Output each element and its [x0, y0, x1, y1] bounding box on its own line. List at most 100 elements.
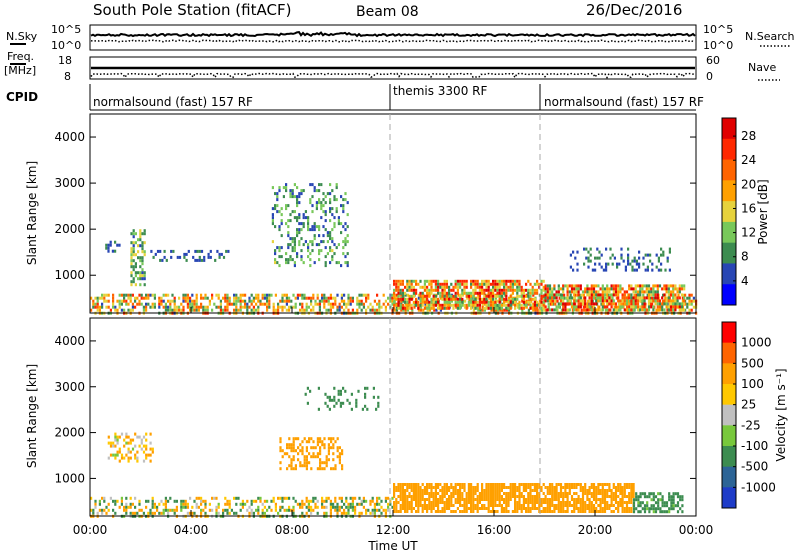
heatmap-cell — [437, 291, 440, 295]
heatmap-cell — [601, 510, 604, 513]
heatmap-cell — [621, 507, 624, 510]
x-tick-label: 00:00 — [73, 523, 108, 537]
heatmap-cell — [410, 495, 413, 498]
heatmap-cell — [669, 290, 673, 294]
heatmap-cell — [456, 492, 459, 495]
heatmap-cell — [189, 496, 192, 500]
heatmap-cell — [661, 305, 664, 309]
heatmap-cell — [496, 495, 499, 498]
heatmap-cell — [118, 302, 121, 306]
heatmap-cell — [319, 461, 322, 465]
heatmap-cell — [569, 293, 572, 297]
heatmap-cell — [184, 502, 187, 506]
heatmap-cell — [595, 293, 598, 297]
heatmap-cell — [301, 296, 304, 300]
heatmap-cell — [459, 489, 462, 492]
heatmap-cell — [599, 489, 602, 492]
heatmap-cell — [294, 302, 297, 306]
heatmap-cell — [665, 284, 668, 288]
heatmap-cell — [333, 216, 336, 220]
heatmap-cell — [208, 508, 211, 512]
heatmap-cell — [518, 282, 521, 286]
heatmap-cell — [581, 290, 585, 294]
heatmap-cell — [605, 268, 608, 272]
heatmap-cell — [198, 258, 201, 262]
heatmap-cell — [557, 501, 560, 504]
heatmap-cell — [628, 308, 631, 312]
heatmap-cell — [467, 489, 470, 492]
heatmap-cell — [130, 247, 133, 251]
heatmap-cell — [459, 294, 462, 298]
heatmap-cell — [568, 489, 571, 492]
freq-tick-bottom: 8 — [64, 70, 71, 83]
heatmap-cell — [476, 489, 479, 492]
heatmap-cell — [483, 288, 486, 292]
heatmap-cell — [331, 240, 334, 244]
heatmap-cell — [120, 432, 124, 436]
heatmap-cell — [290, 299, 293, 303]
heatmap-cell — [340, 264, 343, 268]
heatmap-cell — [518, 492, 521, 495]
heatmap-cell — [606, 287, 609, 291]
heatmap-cell — [182, 296, 185, 300]
heatmap-cell — [529, 483, 532, 486]
heatmap-cell — [544, 507, 547, 510]
heatmap-cell — [417, 498, 420, 501]
heatmap-cell — [481, 302, 484, 306]
heatmap-cell — [415, 504, 418, 507]
heatmap-cell — [612, 483, 615, 486]
heatmap-cell — [434, 492, 437, 495]
heatmap-cell — [321, 502, 324, 506]
heatmap-cell — [312, 305, 315, 309]
heatmap-cell — [636, 302, 640, 306]
heatmap-cell — [548, 498, 552, 501]
heatmap-cell — [496, 486, 499, 489]
heatmap-cell — [531, 285, 534, 289]
heatmap-cell — [313, 228, 316, 232]
heatmap-cell — [393, 501, 396, 504]
heatmap-cell — [546, 287, 549, 291]
heatmap-cell — [625, 486, 629, 489]
heatmap-cell — [315, 207, 318, 211]
heatmap-cell — [335, 401, 338, 405]
heatmap-cell — [494, 492, 497, 495]
heatmap-cell — [305, 446, 308, 450]
heatmap-cell — [395, 297, 398, 301]
heatmap-cell — [428, 501, 431, 504]
heatmap-cell — [600, 253, 603, 257]
heatmap-cell — [412, 285, 415, 289]
power-ylabel: Slant Range [km] — [25, 161, 39, 265]
heatmap-cell — [116, 435, 119, 439]
heatmap-cell — [620, 256, 623, 260]
heatmap-cell — [266, 508, 269, 512]
heatmap-cell — [278, 255, 281, 259]
heatmap-cell — [332, 305, 335, 309]
heatmap-cell — [423, 492, 426, 495]
heatmap-cell — [401, 504, 404, 507]
heatmap-cell — [663, 302, 666, 306]
heatmap-cell — [127, 435, 130, 439]
heatmap-cell — [149, 432, 152, 436]
heatmap-cell — [303, 458, 306, 462]
heatmap-cell — [557, 293, 560, 297]
heatmap-cell — [107, 243, 110, 247]
heatmap-cell — [478, 492, 481, 495]
heatmap-cell — [162, 305, 165, 309]
heatmap-cell — [590, 287, 593, 291]
heatmap-cell — [193, 308, 196, 312]
heatmap-cell — [324, 210, 327, 214]
heatmap-cell — [329, 201, 332, 205]
heatmap-cell — [628, 296, 631, 300]
heatmap-cell — [105, 299, 108, 303]
heatmap-cell — [496, 498, 499, 501]
heatmap-cell — [474, 489, 477, 492]
heatmap-cell — [489, 504, 492, 507]
heatmap-cell — [423, 486, 426, 489]
heatmap-cell — [279, 467, 282, 471]
heatmap-cell — [334, 464, 337, 468]
heatmap-cell — [143, 271, 146, 275]
heatmap-cell — [244, 305, 247, 309]
heatmap-cell — [452, 303, 455, 307]
heatmap-cell — [681, 299, 684, 303]
heatmap-cell — [562, 305, 565, 309]
